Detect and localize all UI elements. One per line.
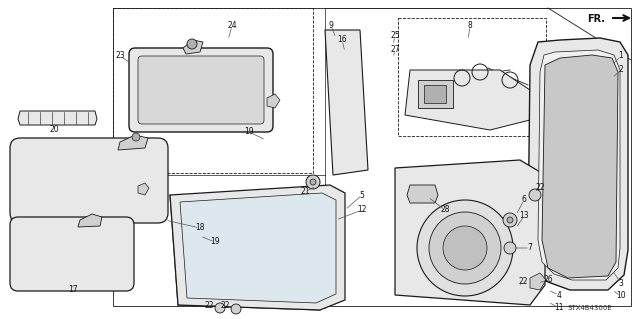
Circle shape [187, 39, 197, 49]
Polygon shape [528, 38, 628, 290]
Text: 23: 23 [115, 51, 125, 61]
Bar [418, 80, 453, 108]
Text: 24: 24 [227, 21, 237, 31]
Text: 6: 6 [522, 196, 527, 204]
Polygon shape [18, 111, 97, 125]
Bar [424, 85, 446, 103]
Circle shape [443, 226, 487, 270]
Text: 22: 22 [204, 300, 214, 309]
Text: 19: 19 [244, 128, 254, 137]
Polygon shape [78, 214, 102, 227]
FancyBboxPatch shape [10, 138, 168, 223]
Circle shape [231, 304, 241, 314]
FancyBboxPatch shape [10, 217, 134, 291]
Text: 8: 8 [468, 21, 472, 31]
Polygon shape [180, 193, 336, 303]
Polygon shape [325, 30, 368, 175]
Text: 19: 19 [210, 238, 220, 247]
Circle shape [132, 133, 140, 141]
Circle shape [503, 213, 517, 227]
Text: 16: 16 [337, 35, 347, 44]
Text: 11: 11 [554, 303, 564, 313]
Text: 9: 9 [328, 21, 333, 31]
Polygon shape [170, 185, 345, 310]
Text: 21: 21 [300, 188, 310, 197]
Circle shape [306, 175, 320, 189]
Text: 1: 1 [619, 51, 623, 61]
Polygon shape [267, 94, 280, 108]
Text: 27: 27 [390, 46, 400, 55]
Text: 18: 18 [195, 224, 205, 233]
Text: 10: 10 [616, 292, 626, 300]
Text: 22: 22 [220, 300, 230, 309]
Text: 12: 12 [357, 205, 367, 214]
Text: 25: 25 [390, 32, 400, 41]
Text: 28: 28 [440, 205, 450, 214]
Text: 22: 22 [518, 278, 528, 286]
Circle shape [507, 217, 513, 223]
Polygon shape [542, 55, 618, 278]
Text: 13: 13 [519, 211, 529, 220]
Circle shape [215, 303, 225, 313]
Text: 3: 3 [619, 278, 623, 287]
Polygon shape [138, 183, 149, 195]
Circle shape [504, 242, 516, 254]
Circle shape [529, 189, 541, 201]
Polygon shape [405, 70, 530, 130]
Text: 26: 26 [543, 276, 553, 285]
Text: FR.: FR. [587, 14, 605, 24]
Bar [398, 18, 546, 136]
FancyBboxPatch shape [138, 56, 264, 124]
Polygon shape [395, 160, 545, 305]
Polygon shape [538, 50, 620, 280]
Text: 2: 2 [619, 65, 623, 75]
Bar [113, 8, 631, 306]
Circle shape [417, 200, 513, 296]
Text: 17: 17 [68, 286, 78, 294]
Circle shape [310, 179, 316, 185]
FancyBboxPatch shape [129, 48, 273, 132]
Text: 7: 7 [527, 243, 532, 253]
Polygon shape [183, 40, 203, 54]
Bar [113, 8, 313, 173]
Text: 5: 5 [360, 190, 364, 199]
Text: 20: 20 [49, 125, 59, 135]
Circle shape [429, 212, 501, 284]
Text: 4: 4 [557, 291, 561, 300]
Text: STX4B4300E: STX4B4300E [568, 305, 612, 311]
Polygon shape [407, 185, 438, 203]
Polygon shape [530, 273, 546, 290]
Polygon shape [118, 135, 148, 150]
Text: 22: 22 [535, 183, 545, 192]
